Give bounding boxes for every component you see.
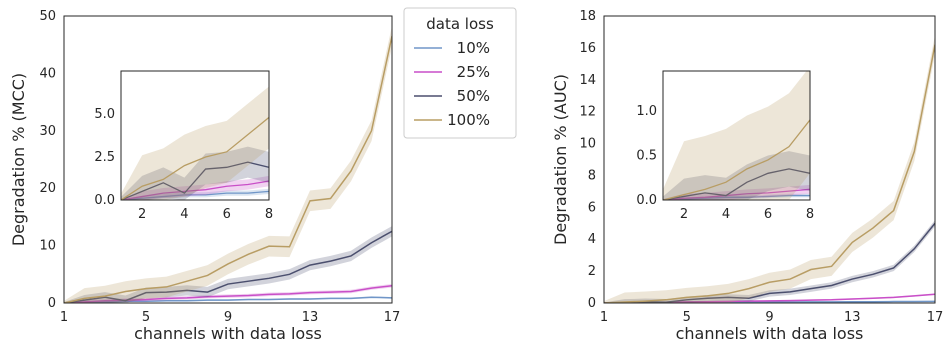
chart0-inset-xtick-label: 4 [180,207,188,222]
chart0-inset-line-100pct [121,116,269,200]
chart1-inset-line-10pct [663,194,810,200]
chart0-frame [63,15,393,304]
chart0-inset-ytick-label: 2.5 [94,150,115,165]
chart1-xtick-label: 17 [927,310,944,325]
chart1-ytick-label: 14 [579,73,596,88]
chart1-inset-ytick-label: 0.5 [636,149,657,164]
chart1-frame [603,15,936,304]
chart1-inset-xtick-label: 2 [680,207,688,222]
chart0-inset-line-50pct [121,161,269,200]
chart1-inset-line-25pct [663,188,810,200]
chart0-inset-ytick-label: 5.0 [94,107,115,122]
chart0-ytick-label: 20 [39,181,56,196]
chart0-inset-xtick-label: 2 [138,207,146,222]
chart0-inset-line-10pct [121,190,269,200]
chart1-xtick-label: 9 [765,310,773,325]
chart0-inset-line-25pct [121,180,269,200]
chart0-ytick-label: 10 [39,239,56,254]
chart1-inset-band-25pct [663,184,810,200]
chart0-inset-frame [120,70,270,201]
chart0-ytick-label: 30 [39,124,56,139]
chart1-inset-xtick-label: 4 [722,207,730,222]
chart1-ytick-label: 2 [588,264,596,279]
chart0-band-25pct [64,284,392,303]
chart0-inset-band-50pct [121,146,269,200]
legend-label-10pct: 10% [457,39,490,57]
chart0-xtick-label: 17 [384,310,401,325]
chart1-ytick-label: 16 [579,41,596,56]
chart0-xtick-label: 1 [60,310,68,325]
chart1-band-100pct [604,35,935,303]
chart0-ytick-label: 50 [39,9,56,24]
chart1-inset-xtick-label: 6 [764,207,772,222]
chart1-inset-plot-area [663,71,810,200]
chart1-ytick-label: 8 [588,168,596,183]
chart0-ytick-label: 40 [39,66,56,81]
chart1-inset-ytick-label: 1.0 [636,104,657,119]
chart1-inset-ytick-label: 0.0 [636,193,657,208]
chart1-line-100pct [604,44,935,303]
chart1-ytick-label: 18 [579,9,596,24]
chart0-xtick-label: 9 [224,310,232,325]
chart0-band-50pct [64,226,392,303]
chart1-inset-line-50pct [663,168,810,200]
chart0-xlabel: channels with data loss [134,324,322,343]
chart1-line-50pct [604,222,935,303]
chart1-xtick-label: 13 [844,310,861,325]
chart1-xtick-label: 5 [683,310,691,325]
chart1-inset-line-100pct [663,118,810,200]
chart1-ytick-label: 6 [588,200,596,215]
chart0-inset: 2 4 6 8 0.0 2.5 5.0 [94,70,273,222]
legend-label-100pct: 100% [447,111,490,129]
chart0-line-50pct [64,230,392,303]
chart0-inset-ytick-label: 0.0 [94,193,115,208]
chart1-inset-xtick-label: 8 [806,207,814,222]
chart1-inset: 2 4 6 8 0.0 0.5 1.0 [636,70,814,222]
chart1-ylabel: Degradation % (AUC) [551,74,570,245]
chart-auc: 1 5 9 13 17 0 2 4 6 8 10 12 14 16 18 channels with data… [551,9,944,343]
chart1-ytick-label: 12 [579,105,596,120]
chart0-inset-xtick-label: 6 [223,207,231,222]
chart1-ytick-label: 0 [588,296,596,311]
chart0-xtick-label: 5 [142,310,150,325]
chart1-inset-frame [662,70,811,201]
legend-label-50pct: 50% [457,87,490,105]
legend-title: data loss [426,15,494,33]
chart0-line-100pct [64,35,392,303]
chart0-line-10pct [64,296,392,303]
chart0-ylabel: Degradation % (MCC) [9,73,28,246]
chart0-inset-band-100pct [121,86,269,200]
chart0-xtick-label: 13 [302,310,319,325]
legend-frame [403,7,517,139]
chart-mcc: 1 5 9 13 17 0 10 20 30 40 50 channels with data los… [9,9,401,343]
legend-label-25pct: 25% [457,63,490,81]
chart0-inset-xtick-label: 8 [265,207,273,222]
chart1-inset-band-100pct [663,71,810,200]
chart1-ytick-label: 10 [579,137,596,152]
chart0-line-25pct [64,285,392,303]
chart1-ytick-label: 4 [588,232,596,247]
chart0-inset-plot-area [121,71,269,200]
legend: data loss 10% 25% 50% 100% [403,7,517,139]
chart0-ytick-label: 0 [48,296,56,311]
chart1-xlabel: channels with data loss [676,324,864,343]
chart1-xtick-label: 1 [600,310,608,325]
